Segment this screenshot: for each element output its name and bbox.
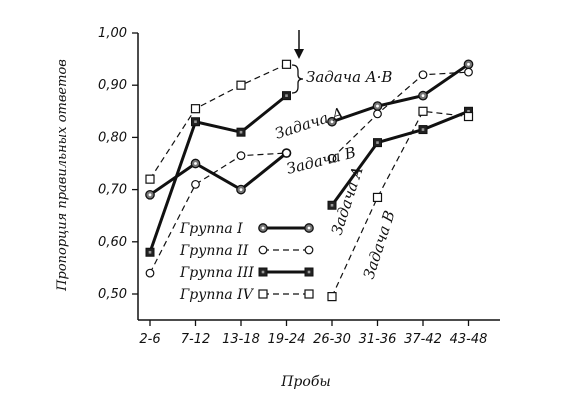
series-2-line-phase-2: [331, 71, 469, 159]
series-4: [145, 59, 474, 302]
legend-marker-end: [304, 223, 314, 233]
series-1-point: [463, 59, 474, 70]
legend-marker-start: [258, 245, 268, 255]
x-tick-label: 43-48: [450, 332, 488, 347]
series-3-point: [236, 127, 246, 137]
series-2-point: [418, 70, 428, 80]
series-1-point: [236, 184, 246, 195]
legend-marker-end: [304, 289, 314, 299]
series-1: [145, 59, 474, 200]
legend: Группа I Группа II Группа III Группа IV: [179, 221, 314, 303]
series-1-point: [190, 158, 201, 169]
annotation-label: Задача B: [360, 208, 399, 281]
x-tick-label: 13-18: [222, 332, 260, 347]
phase-arrow-head: [294, 49, 304, 59]
x-tick-label: 31-36: [359, 332, 397, 347]
series-layer: [145, 59, 474, 302]
x-tick-label: 2-6: [139, 332, 160, 347]
series-1-line-phase-2: [331, 63, 470, 124]
series-3-line-phase-1: [148, 94, 288, 253]
series-2-point: [327, 153, 337, 163]
x-tick-label: 7-12: [181, 332, 211, 347]
series-3-point: [418, 125, 428, 135]
annotation-label: Задача A: [273, 104, 346, 143]
series-4-point: [145, 174, 155, 184]
series-4-line-phase-2: [331, 110, 469, 297]
legend-marker-start: [258, 289, 268, 299]
series-3: [145, 91, 473, 257]
series-4-point: [327, 292, 337, 302]
series-4-point: [463, 111, 474, 122]
y-tick-label: 1,00: [98, 26, 127, 41]
x-tick-label: 37-42: [404, 332, 442, 347]
series-3-point: [145, 247, 155, 257]
series-4-line-phase-1: [149, 63, 287, 180]
legend-label: Группа III: [179, 265, 254, 281]
y-tick-label: 0,50: [98, 287, 127, 302]
series-1-point: [418, 90, 428, 101]
series-3-line-phase-2: [330, 109, 470, 207]
legend-label: Группа II: [179, 243, 249, 259]
series-3-point: [282, 91, 291, 101]
x-tick-label: 19-24: [268, 332, 306, 347]
y-axis-label: Пропорция правильных ответов: [55, 59, 70, 292]
series-2-point: [236, 151, 246, 161]
series-1-point: [145, 189, 155, 200]
series-4-point: [418, 106, 428, 116]
series-4-point: [236, 80, 246, 90]
series-3-point: [327, 200, 337, 210]
series-2-point: [464, 67, 473, 77]
series-4-point: [281, 59, 292, 69]
series-4-point: [372, 192, 383, 203]
axes: [137, 33, 500, 321]
legend-marker-end: [304, 267, 314, 277]
x-tick-label: 26-30: [313, 332, 351, 347]
series-2-point: [145, 268, 155, 278]
legend-marker-end: [304, 245, 314, 255]
annotation-label: Задача A·B: [306, 68, 392, 86]
legend-label: Группа IV: [179, 287, 255, 303]
y-ticks: 0,50 0,60 0,70 0,80 0,90 1,00: [98, 26, 138, 302]
series-3-point: [191, 117, 200, 127]
series-1-line-phase-1: [149, 151, 288, 197]
series-2-point: [191, 179, 200, 189]
legend-marker-start: [258, 267, 268, 277]
legend-marker-start: [258, 223, 268, 233]
y-tick-label: 0,70: [98, 183, 127, 198]
x-ticks: 2-6 7-12 13-18 19-24 26-30 31-36 37-42 43-48: [139, 320, 487, 347]
legend-label: Группа I: [179, 221, 243, 237]
y-tick-label: 0,60: [98, 235, 127, 250]
x-axis-label: Пробы: [280, 374, 331, 390]
y-tick-label: 0,80: [98, 130, 127, 145]
series-2: [145, 67, 473, 278]
series-1-point: [372, 101, 383, 111]
series-4-point: [190, 104, 201, 114]
series-2-point: [373, 109, 382, 119]
y-tick-label: 0,90: [98, 78, 127, 93]
annotation-brace: [291, 64, 304, 94]
series-2-point: [282, 148, 291, 158]
series-1-point: [327, 116, 337, 127]
series-3-point: [373, 138, 382, 148]
